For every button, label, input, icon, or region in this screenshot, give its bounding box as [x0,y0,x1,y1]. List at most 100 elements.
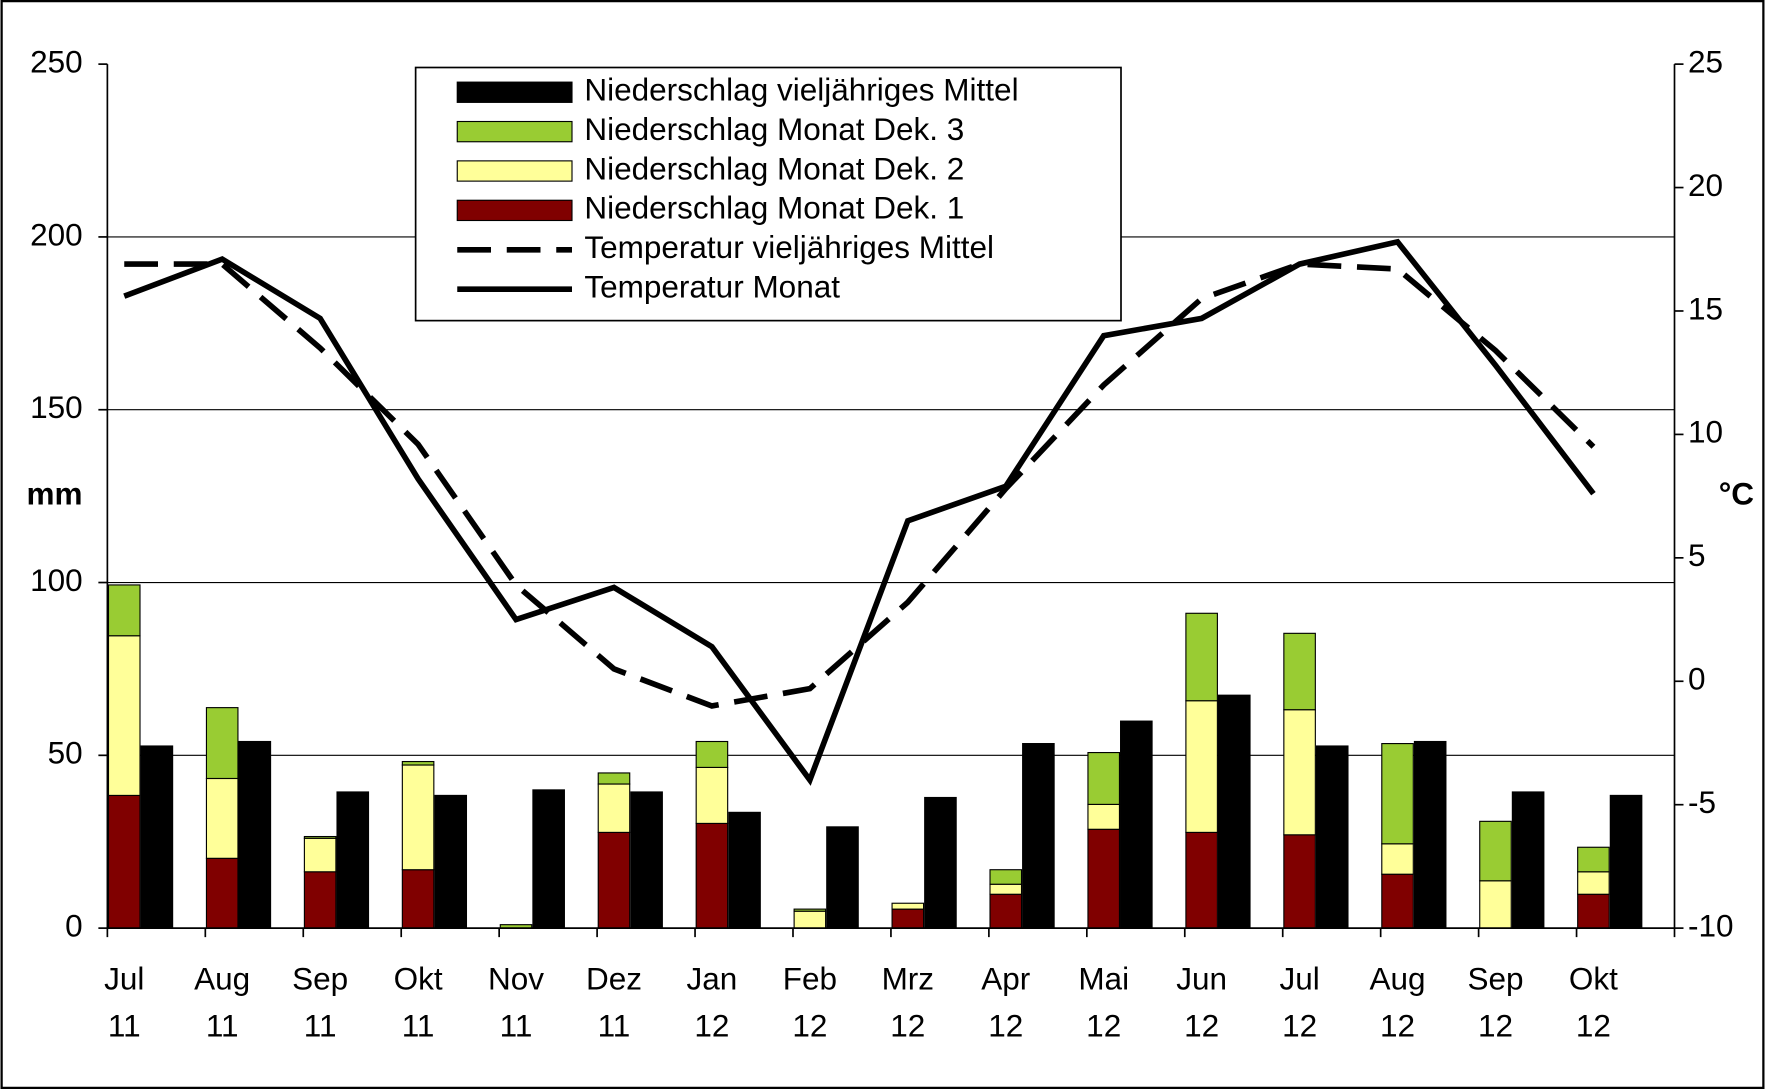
x-tick-label: Sep [1467,960,1523,996]
bar-segment [695,740,729,768]
y-tick-label: 0 [65,907,83,943]
bar-segment [401,764,435,871]
y2-tick-label: -10 [1688,907,1734,943]
x-tick-label: Okt [394,960,443,996]
bar [238,740,272,929]
bar-segment [989,893,1023,929]
bar [826,826,859,929]
bar [1022,743,1055,929]
x-tick-label: Okt [1569,960,1618,996]
bar-segment [1087,803,1121,830]
bar-segment [303,871,337,929]
x-tick-label: 11 [500,1008,533,1044]
x-tick-label: Mai [1078,960,1129,996]
x-tick-label: 12 [890,1008,925,1044]
bar-segment [1381,743,1414,845]
bar [1217,694,1251,929]
y-tick-label: 100 [30,562,83,598]
bar-segment [891,902,925,910]
y2-tick-label: 15 [1688,290,1723,326]
bar [1120,720,1153,929]
y-tick-label: 50 [48,735,83,771]
x-tick-label: Mrz [882,960,934,996]
bar-segment [597,831,631,929]
bar [1315,745,1349,929]
bar [1413,740,1447,929]
x-tick-label: 12 [792,1008,827,1044]
bar-segment [793,908,827,912]
x-tick-label: 11 [402,1008,435,1044]
bar-segment [695,766,729,824]
bar-segment [1381,873,1414,929]
x-tick-label: Sep [292,960,348,996]
bar-segment [1381,843,1414,875]
bar-segment [1185,700,1218,833]
x-tick-label: 12 [1086,1008,1121,1044]
x-tick-label: 12 [1282,1008,1317,1044]
bar-segment [205,777,239,859]
legend-label: Temperatur Monat [584,268,840,304]
x-tick-label: Jun [1176,960,1227,996]
legend-label: Niederschlag vieljähriges Mittel [584,72,1018,108]
bar-segment [597,772,631,785]
y-tick-label: 150 [30,389,83,425]
bar [924,796,957,929]
bar [630,791,663,929]
bar-segment [1087,751,1121,805]
bar-segment [597,783,631,833]
bar-segment [303,837,337,873]
y2-tick-label: -5 [1688,784,1716,820]
x-tick-label: Jul [1279,960,1319,996]
legend-label: Niederschlag Monat Dek. 1 [584,190,964,226]
bar-segment [1577,871,1610,895]
x-tick-label: 11 [598,1008,631,1044]
bar-segment [1577,846,1610,873]
bar [532,789,565,929]
legend-label: Niederschlag Monat Dek. 2 [584,150,964,186]
legend-box [414,66,1122,322]
bar-segment [1283,709,1316,836]
legend-label: Temperatur vieljähriges Mittel [584,229,994,265]
bar [140,745,174,929]
bar-segment [401,760,435,766]
bar-segment [1185,831,1218,929]
x-tick-label: Apr [981,960,1030,996]
bar-segment [1577,893,1610,929]
bar-segment [1283,632,1316,711]
bar-segment [107,794,141,929]
x-tick-label: 11 [206,1008,239,1044]
legend-swatch [456,160,573,182]
legend-swatch [456,120,573,143]
bar-segment [107,584,141,637]
y2-tick-label: 25 [1688,43,1723,79]
x-tick-label: Dez [586,960,642,996]
x-tick-label: 12 [1478,1008,1513,1044]
bar [728,811,761,929]
y2-tick-label: 5 [1688,537,1706,573]
bar-segment [107,635,141,796]
bar-segment [1479,880,1512,929]
bar [1511,791,1545,929]
y-tick-label: 250 [30,43,83,79]
bar-segment [989,883,1023,895]
bar-segment [1087,828,1121,929]
x-tick-label: 12 [1576,1008,1611,1044]
x-tick-label: Jan [687,960,738,996]
x-tick-label: 12 [1184,1008,1219,1044]
x-tick-label: 12 [988,1008,1023,1044]
bar-segment [205,707,239,780]
y2-tick-label: 0 [1688,661,1706,697]
x-tick-label: 12 [694,1008,729,1044]
x-tick-label: 11 [304,1008,337,1044]
bar-segment [401,869,435,929]
y2-tick-label: 10 [1688,414,1723,450]
bar-segment [793,910,827,929]
legend-swatch [456,199,573,222]
x-tick-label: Nov [488,960,544,996]
bar-segment [205,857,239,929]
y2-axis-label: °C [1719,475,1754,511]
bar-segment [1283,834,1316,929]
y-tick-label: 200 [30,216,83,252]
